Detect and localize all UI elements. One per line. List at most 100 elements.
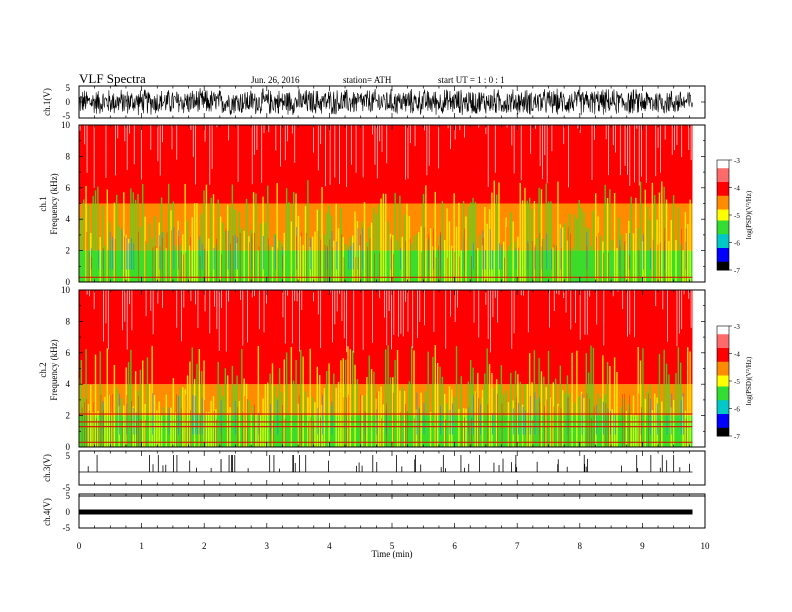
x-tick-label: 8 — [578, 541, 583, 551]
colorbar-cell — [717, 326, 729, 330]
colorbar-cell — [717, 397, 729, 401]
colorbar-cell — [717, 405, 729, 409]
colorbar-cell — [717, 267, 729, 271]
ch1-ytick-label: 5 — [66, 83, 71, 93]
colorbar-cell — [717, 245, 729, 249]
colorbar-tick-label: -6 — [734, 240, 740, 248]
colorbar-cell — [717, 342, 729, 346]
ch1-spec-ylabel-ch: ch.1 — [38, 196, 48, 211]
colorbar-cell — [717, 414, 729, 418]
colorbar-cell — [717, 256, 729, 260]
x-tick-label: 10 — [701, 541, 711, 551]
colorbar-cell — [717, 339, 729, 343]
colorbar-cell — [717, 364, 729, 368]
colorbar-tick-label: -3 — [734, 157, 740, 165]
x-tick-label: 6 — [452, 541, 457, 551]
colorbar-cell — [717, 348, 729, 352]
ch1-waveform — [78, 87, 693, 116]
x-tick-label: 4 — [327, 541, 332, 551]
x-tick-label: 2 — [202, 541, 207, 551]
colorbar-cell — [717, 367, 729, 371]
ch4-ytick-label: 5 — [66, 491, 71, 501]
colorbar-cell — [717, 176, 729, 180]
colorbar-cell — [717, 350, 729, 354]
colorbar-cell — [717, 171, 729, 175]
ch2-spec-ytick-label: 8 — [66, 316, 71, 326]
colorbar-cell — [717, 370, 729, 374]
colorbar-cell — [717, 253, 729, 257]
ch3-panel — [78, 450, 706, 486]
ch1-wave-ylabel: ch.1(V) — [42, 88, 52, 116]
colorbar-cell — [717, 162, 729, 166]
colorbar-cell — [717, 361, 729, 365]
ch1-spec-band-2 — [79, 125, 693, 204]
colorbar-cell — [717, 422, 729, 426]
ch1-spec-ytick-label: 2 — [66, 246, 71, 256]
x-axis-ticks: 0 1 2 3 4 5 6 7 8 9 10 — [77, 86, 710, 551]
colorbar-cell — [717, 411, 729, 415]
ch1-spec-ytick-label: 6 — [66, 183, 71, 193]
colorbar-cell — [717, 209, 729, 213]
colorbar-tick-label: -3 — [734, 323, 740, 331]
colorbar-cell — [717, 392, 729, 396]
colorbar-cell — [717, 425, 729, 429]
colorbar-label: log(PSD)(V²/Hz) — [745, 190, 753, 239]
colorbar-ch1: -3 -4 -5 -6 -7 log(PSD)(V²/Hz) — [716, 157, 753, 275]
colorbar-cell — [717, 264, 729, 268]
colorbar-cell — [717, 184, 729, 188]
colorbar-cell — [717, 433, 729, 437]
x-axis-label: Time (min) — [372, 549, 413, 559]
colorbar-cell — [717, 228, 729, 232]
x-tick-label: 3 — [265, 541, 270, 551]
ch2-spec-ytick-label: 4 — [66, 379, 71, 389]
colorbar-cell — [717, 359, 729, 363]
colorbar-tick-label: -5 — [734, 212, 740, 220]
colorbar-cell — [717, 206, 729, 210]
colorbar-cell — [717, 259, 729, 263]
colorbar-cell — [717, 331, 729, 335]
ch2-spectrogram — [79, 290, 693, 447]
colorbar-cell — [717, 220, 729, 224]
ch1-ytick-label: -5 — [63, 111, 71, 121]
x-tick-label: 9 — [640, 541, 645, 551]
colorbar-cell — [717, 378, 729, 382]
colorbar-ch2: -3 -4 -5 -6 -7 log(PSD)(V²/Hz) — [716, 323, 753, 441]
colorbar-cell — [717, 381, 729, 385]
colorbar-cell — [717, 372, 729, 376]
colorbar-tick-label: -4 — [734, 351, 740, 359]
station-label: station= ATH — [343, 75, 392, 85]
colorbar-label: log(PSD)(V²/Hz) — [745, 356, 753, 405]
ch3-ytick-label: -5 — [63, 483, 71, 493]
figure-title: VLF Spectra — [79, 71, 146, 86]
colorbar-cell — [717, 182, 729, 186]
colorbar-cell — [717, 427, 729, 431]
colorbar-cell — [717, 201, 729, 205]
colorbar-cell — [717, 165, 729, 169]
colorbar-cell — [717, 217, 729, 221]
ch4-ytick-label: 0 — [66, 507, 71, 517]
ch1-spec-ytick-label: 8 — [66, 151, 71, 161]
colorbar-cell — [717, 237, 729, 241]
colorbar-cell — [717, 187, 729, 191]
ch2-spec-ylabel-ch: ch.2 — [38, 362, 48, 377]
ch1-spec-ylabel-freq: Frequency (kHz) — [49, 173, 59, 234]
ch4-ylabel: ch.4(V) — [42, 498, 52, 526]
colorbar-cell — [717, 353, 729, 357]
colorbar-cell — [717, 242, 729, 246]
colorbar-cell — [717, 375, 729, 379]
ch2-spec-ylabel-freq: Frequency (kHz) — [49, 339, 59, 400]
colorbar-tick-label: -7 — [734, 267, 740, 275]
colorbar-cell — [717, 204, 729, 208]
colorbar-cell — [717, 261, 729, 265]
colorbar-cell — [717, 248, 729, 252]
colorbar-cell — [717, 250, 729, 254]
colorbar-tick-label: -5 — [734, 378, 740, 386]
colorbar-cell — [717, 400, 729, 404]
ch2-spec-ytick-label: 10 — [61, 285, 71, 295]
ch1-ytick-label: 0 — [66, 97, 71, 107]
ch2-spec-ytick-label: 6 — [66, 348, 71, 358]
colorbar-cell — [717, 389, 729, 393]
x-tick-label: 1 — [139, 541, 144, 551]
colorbar-cell — [717, 416, 729, 420]
